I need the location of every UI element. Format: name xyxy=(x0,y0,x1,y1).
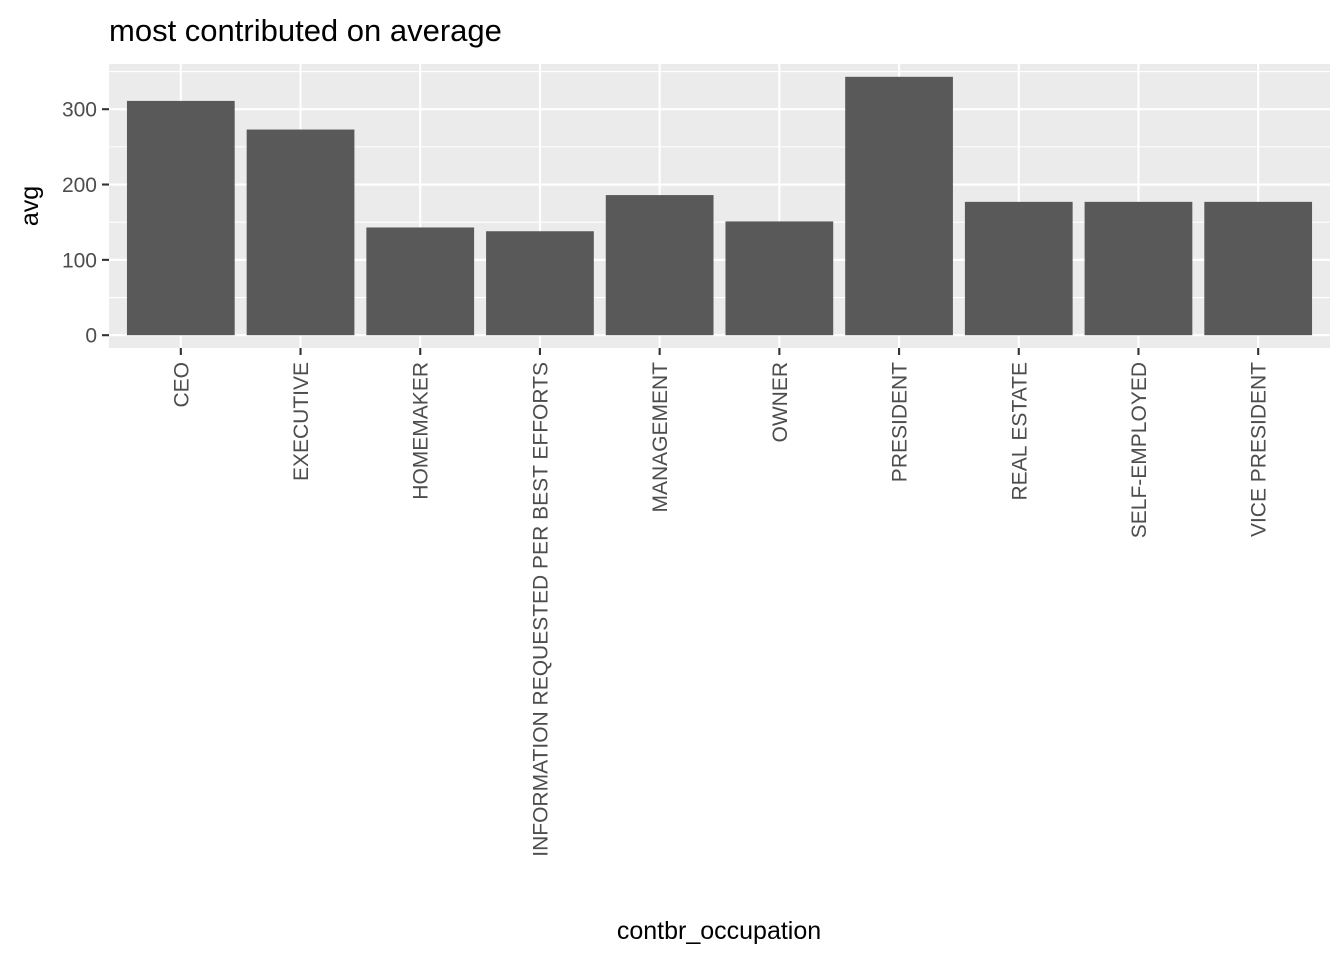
bar-executive xyxy=(246,129,355,336)
x-tick-label: CEO xyxy=(170,362,193,408)
x-tick-label: OWNER xyxy=(769,362,792,443)
x-tick-label: PRESIDENT xyxy=(889,362,912,482)
bar-management xyxy=(605,195,714,336)
bar-vice-president xyxy=(1204,201,1313,336)
x-tick-label: REAL ESTATE xyxy=(1008,362,1031,500)
y-tick-label: 0 xyxy=(85,325,97,348)
bar-president xyxy=(845,76,953,336)
y-tick-label: 200 xyxy=(62,174,97,197)
bars xyxy=(126,76,1313,336)
x-tick-label: INFORMATION REQUESTED PER BEST EFFORTS xyxy=(529,362,552,857)
bar-information-requested-per-best-efforts xyxy=(486,231,594,336)
y-tick-label: 100 xyxy=(62,249,97,272)
bar-owner xyxy=(725,221,834,336)
y-tick-label: 300 xyxy=(62,99,97,122)
bar-self-employed xyxy=(1084,201,1193,336)
x-tick-label: VICE PRESIDENT xyxy=(1248,362,1271,537)
y-axis: 0 100 200 300 xyxy=(62,99,109,348)
x-tick-label: MANAGEMENT xyxy=(649,362,672,513)
bar-homemaker xyxy=(366,227,475,336)
x-tick-label: EXECUTIVE xyxy=(290,362,313,481)
chart-title: most contributed on average xyxy=(109,13,502,48)
x-tick-label: SELF-EMPLOYED xyxy=(1128,362,1151,538)
bar-real-estate xyxy=(964,201,1073,336)
x-axis-title: contbr_occupation xyxy=(617,917,821,945)
x-axis: CEO EXECUTIVE HOMEMAKER INFORMATION REQUEST… xyxy=(170,348,1271,857)
y-axis-title: avg xyxy=(16,186,44,226)
x-tick-label: HOMEMAKER xyxy=(410,362,433,500)
bar-ceo xyxy=(126,100,235,336)
